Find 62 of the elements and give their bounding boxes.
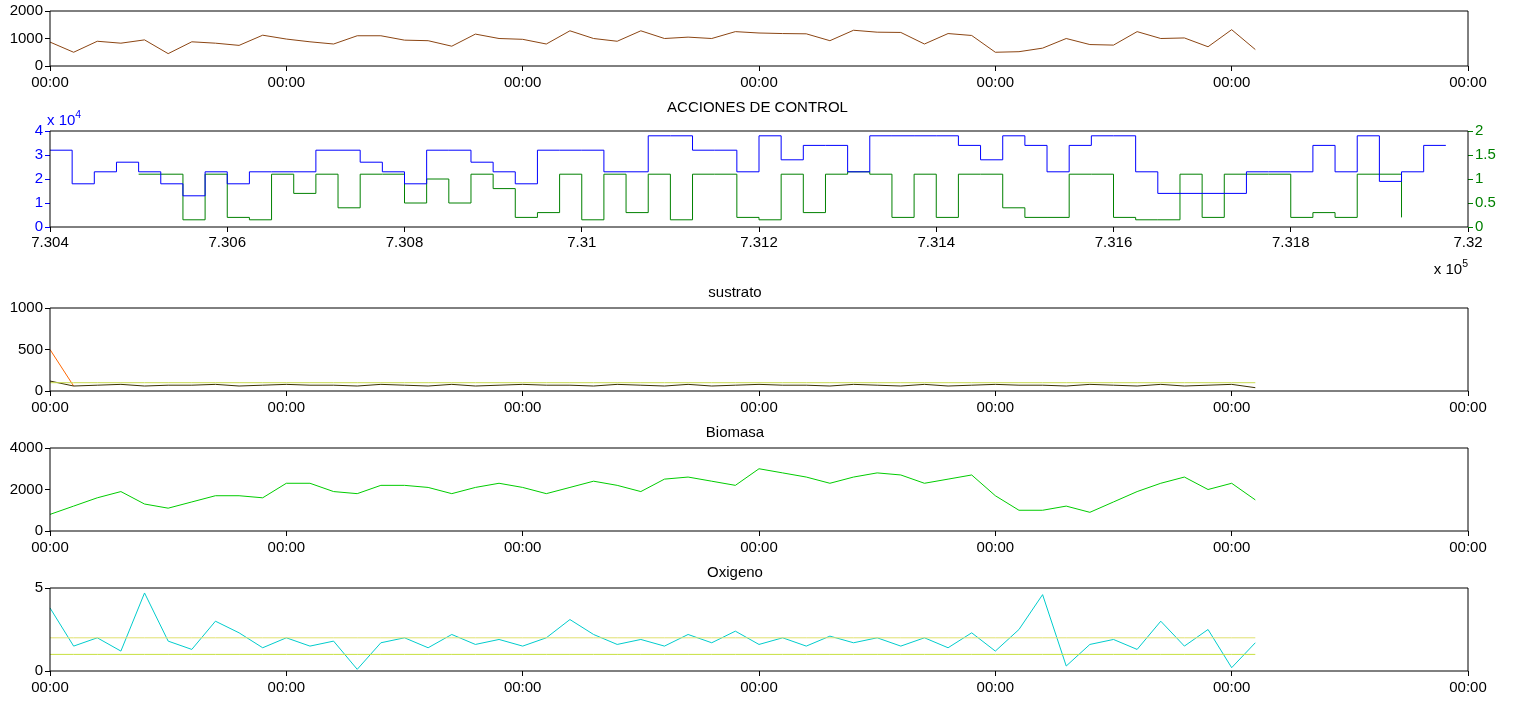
y-tick-label: 2 [34,169,43,187]
x-tick-label: 7.314 [917,233,956,251]
x-tick-label: 00:00 [1212,73,1251,91]
y-tick-label: 0 [34,217,43,235]
chart-title: Biomasa [705,423,765,441]
x-tick-label: 7.316 [1094,233,1133,251]
y2-tick-label: 0.5 [1475,193,1496,211]
y-tick-label: 2000 [9,1,43,19]
x-tick-label: 00:00 [267,538,306,556]
y-tick-label: 0 [34,381,43,399]
x-tick-label: 7.304 [31,233,69,251]
y-tick-label: 1000 [9,298,43,316]
y2-tick-label: 0 [1475,217,1484,235]
x-tick-label: 7.312 [740,233,778,251]
y-tick-label: 0 [34,521,43,539]
x-tick-label: 00:00 [503,678,542,696]
x-tick-label: 00:00 [267,398,306,416]
y-tick-label: 4000 [9,438,43,456]
chart-title: ACCIONES DE CONTROL [667,98,848,116]
x-tick-label: 00:00 [31,398,69,416]
x-tick-label: 00:00 [740,538,778,556]
x-tick-label: 00:00 [976,678,1015,696]
y-tick-label: 4 [34,121,43,139]
y2-tick-label: 2 [1475,121,1484,139]
x-tick-label: 00:00 [1449,538,1487,556]
x-tick-label: 00:00 [503,73,542,91]
x-tick-label: 00:00 [31,73,69,91]
x-tick-label: 7.308 [385,233,424,251]
x-tick-label: 00:00 [1449,678,1487,696]
x-tick-label: 00:00 [267,73,306,91]
x-tick-label: 00:00 [976,398,1015,416]
y-tick-label: 3 [34,145,43,163]
x-tick-label: 00:00 [740,73,778,91]
x-tick-label: 00:00 [976,538,1015,556]
x-tick-label: 00:00 [740,678,778,696]
y-tick-label: 5 [34,578,43,596]
x-tick-label: 00:00 [1212,538,1251,556]
x-tick-label: 00:00 [31,678,69,696]
chart-title: Oxigeno [707,563,763,581]
y-tick-label: 0 [34,661,43,679]
chart-title: sustrato [708,283,762,301]
x-tick-label: 00:00 [1212,398,1251,416]
y-tick-label: 0 [34,56,43,74]
x-tick-label: 00:00 [740,398,778,416]
y-tick-label: 500 [17,339,43,357]
y-tick-label: 2000 [9,479,43,497]
x-tick-label: 7.31 [567,233,597,251]
x-tick-label: 00:00 [31,538,69,556]
y-tick-label: 1 [34,193,43,211]
x-tick-label: 00:00 [1449,73,1487,91]
x-tick-label: 00:00 [503,398,542,416]
y-tick-label: 1000 [9,28,43,46]
x-tick-label: 7.306 [208,233,247,251]
y2-tick-label: 1.5 [1475,145,1496,163]
x-tick-label: 7.318 [1271,233,1310,251]
x-tick-label: 00:00 [503,538,542,556]
x-tick-label: 00:00 [976,73,1015,91]
x-tick-label: 00:00 [1212,678,1251,696]
y2-tick-label: 1 [1475,169,1484,187]
x-tick-label: 00:00 [267,678,306,696]
x-tick-label: 00:00 [1449,398,1487,416]
x-tick-label: 7.32 [1453,233,1483,251]
